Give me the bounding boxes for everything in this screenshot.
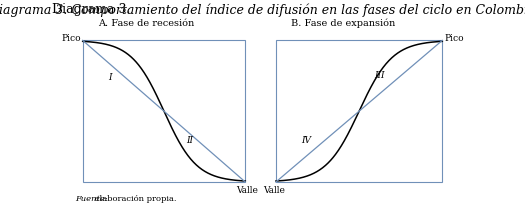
Text: Pico: Pico bbox=[444, 34, 464, 43]
Text: B. Fase de expansión: B. Fase de expansión bbox=[291, 19, 395, 28]
Text: Pico: Pico bbox=[61, 34, 81, 43]
Text: Fuente:: Fuente: bbox=[75, 194, 108, 203]
Text: IV: IV bbox=[301, 136, 311, 145]
Text: Valle: Valle bbox=[263, 186, 285, 195]
Text: Valle: Valle bbox=[236, 186, 258, 195]
Text: I: I bbox=[108, 73, 111, 82]
Text: Diagrama 3.: Diagrama 3. bbox=[52, 4, 130, 16]
Text: A. Fase de recesión: A. Fase de recesión bbox=[98, 19, 194, 28]
Text: Diagrama 3.: Diagrama 3. bbox=[52, 4, 130, 16]
Text: Diagrama 3. Comportamiento del índice de difusión en las fases del ciclo en Colo: Diagrama 3. Comportamiento del índice de… bbox=[0, 4, 525, 17]
Text: III: III bbox=[374, 71, 384, 80]
Text: elaboración propia.: elaboración propia. bbox=[92, 194, 176, 203]
Text: II: II bbox=[186, 136, 193, 145]
